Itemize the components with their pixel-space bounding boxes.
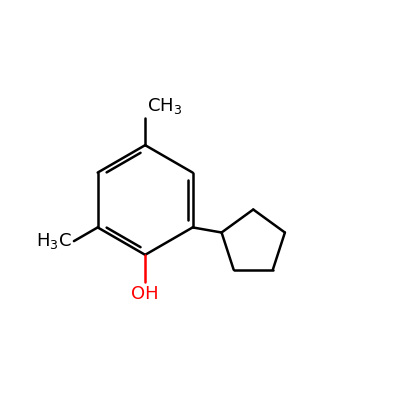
Text: CH$_3$: CH$_3$: [147, 96, 182, 116]
Text: OH: OH: [131, 285, 159, 303]
Text: H$_3$C: H$_3$C: [36, 231, 72, 251]
